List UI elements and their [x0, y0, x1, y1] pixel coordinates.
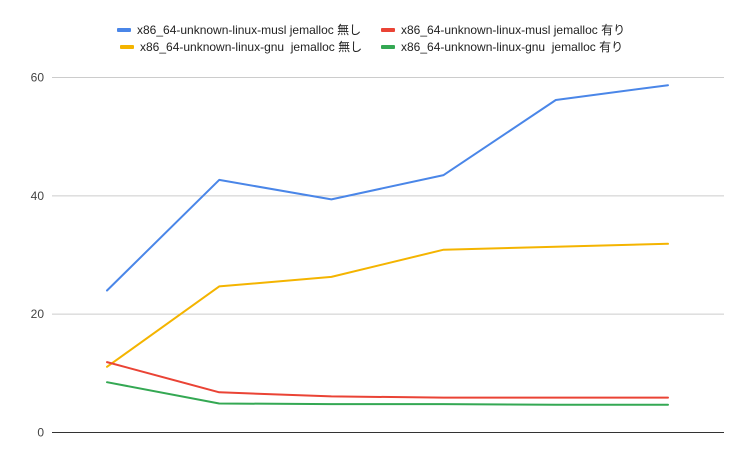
- legend-item-1: x86_64-unknown-linux-musl jemalloc 無し: [117, 22, 361, 37]
- legend: x86_64-unknown-linux-musl jemalloc 無し x86…: [117, 22, 625, 54]
- y-tick-label: 0: [37, 426, 44, 440]
- y-axis-tick-labels: 0 20 40 60: [31, 71, 45, 440]
- legend-swatch: [381, 28, 395, 32]
- legend-swatch: [381, 45, 395, 49]
- legend-label: x86_64-unknown-linux-musl jemalloc 有り: [401, 23, 625, 37]
- legend-swatch: [117, 28, 131, 32]
- series-line-4: [106, 381, 669, 406]
- legend-item-3: x86_64-unknown-linux-gnu jemalloc 無し: [120, 39, 362, 54]
- legend-label: x86_64-unknown-linux-gnu jemalloc 無し: [140, 39, 362, 54]
- legend-label: x86_64-unknown-linux-gnu jemalloc 有り: [401, 40, 623, 54]
- legend-item-4: x86_64-unknown-linux-gnu jemalloc 有り: [381, 40, 623, 54]
- y-tick-label: 60: [31, 71, 45, 85]
- grid-lines: [52, 77, 724, 315]
- series-line-1: [106, 84, 669, 292]
- series-line-2: [106, 361, 669, 399]
- legend-label: x86_64-unknown-linux-musl jemalloc 無し: [137, 22, 361, 37]
- series-lines: [106, 84, 669, 406]
- y-tick-label: 40: [31, 189, 45, 203]
- y-tick-label: 20: [31, 307, 45, 321]
- legend-item-2: x86_64-unknown-linux-musl jemalloc 有り: [381, 23, 625, 37]
- legend-swatch: [120, 45, 134, 49]
- series-line-3: [106, 242, 669, 368]
